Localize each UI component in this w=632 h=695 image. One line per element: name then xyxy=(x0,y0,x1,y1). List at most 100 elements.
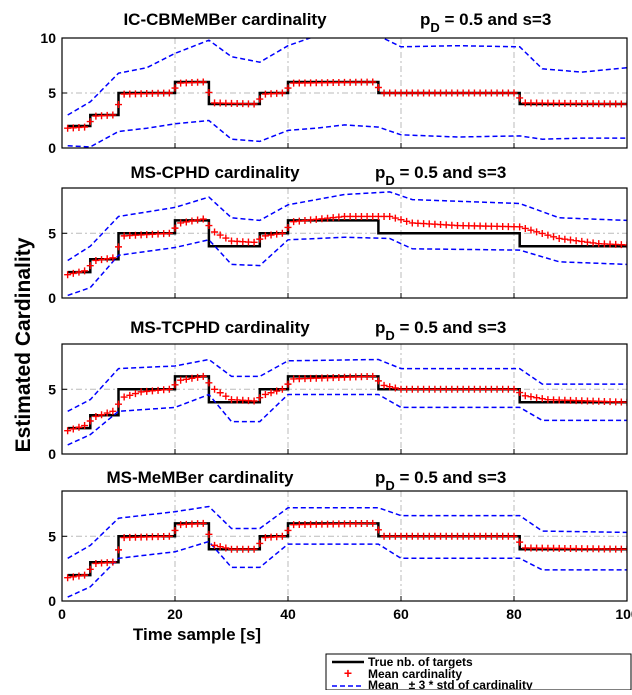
mean-marker xyxy=(81,571,89,579)
panel-2: 0 5 MS-CPHD cardinality pD = 0.5 and s=3 xyxy=(48,163,628,306)
series-lower-band xyxy=(67,236,627,297)
mean-marker xyxy=(516,538,524,546)
mean-marker xyxy=(75,572,83,580)
mean-marker xyxy=(386,383,394,391)
mean-marker xyxy=(278,532,286,540)
mean-marker xyxy=(273,230,281,238)
mean-marker xyxy=(267,231,275,239)
mean-marker xyxy=(205,379,213,387)
panel-title: IC-CBMeMBer cardinality xyxy=(123,10,327,29)
panel-3: 0 5 MS-TCPHD cardinality pD = 0.5 and s=3 xyxy=(48,318,628,462)
legend-truth-label: True nb. of targets xyxy=(368,655,473,669)
mean-marker xyxy=(75,268,83,276)
mean-marker xyxy=(222,392,230,400)
mean-marker xyxy=(115,101,122,109)
panel-plot-area xyxy=(64,505,627,598)
x-tick-label: 100 xyxy=(615,606,632,622)
mean-marker xyxy=(199,78,207,86)
mean-marker xyxy=(391,384,399,392)
mean-marker xyxy=(623,545,627,553)
mean-marker xyxy=(103,409,111,417)
mean-marker xyxy=(538,395,546,403)
mean-marker xyxy=(194,373,202,381)
mean-marker xyxy=(165,229,173,237)
mean-marker xyxy=(86,565,94,573)
mean-marker xyxy=(284,380,292,388)
panel-plot-area xyxy=(64,38,627,148)
subtitle-subscript: D xyxy=(385,478,394,493)
series-lower-band xyxy=(67,540,627,598)
subtitle-p: p xyxy=(375,318,385,337)
subtitle-p: p xyxy=(420,10,430,29)
mean-marker xyxy=(98,256,106,264)
subtitle-subscript: D xyxy=(385,328,394,343)
mean-marker xyxy=(516,389,524,397)
subtitle-tail: = 0.5 and s=3 xyxy=(395,318,507,337)
mean-marker xyxy=(256,539,264,547)
panel-4: 0 5 0 20 40 60 80 100 MS-MeMBer cardinality pD = … xyxy=(48,468,632,622)
mean-marker xyxy=(273,387,281,395)
mean-marker xyxy=(533,394,541,402)
y-tick-label: 5 xyxy=(48,225,56,241)
mean-marker xyxy=(199,519,207,527)
mean-marker xyxy=(386,212,394,220)
mean-marker xyxy=(182,375,190,383)
mean-marker xyxy=(261,390,269,398)
mean-marker xyxy=(109,407,117,415)
mean-marker xyxy=(75,423,83,431)
mean-marker xyxy=(521,224,529,232)
x-tick-label: 80 xyxy=(506,606,522,622)
mean-marker xyxy=(69,573,77,581)
legend-mean-swatch: + xyxy=(344,665,352,681)
mean-marker xyxy=(98,411,106,419)
mean-marker xyxy=(216,389,224,397)
subtitle-subscript: D xyxy=(385,173,394,188)
mean-marker xyxy=(205,530,213,538)
mean-marker xyxy=(250,100,258,108)
y-tick-label: 5 xyxy=(48,528,56,544)
mean-marker xyxy=(403,217,411,225)
mean-marker xyxy=(205,222,213,230)
mean-marker xyxy=(131,390,139,398)
mean-marker xyxy=(222,234,230,242)
mean-marker xyxy=(250,397,258,405)
mean-marker xyxy=(278,229,286,237)
mean-marker xyxy=(369,78,377,86)
mean-marker xyxy=(177,219,185,227)
mean-marker xyxy=(81,422,89,430)
mean-marker xyxy=(171,224,179,232)
mean-marker xyxy=(171,381,179,389)
panel-subtitle: pD = 0.5 and s=3 xyxy=(375,468,506,493)
series-lower-band xyxy=(67,393,627,446)
mean-marker xyxy=(261,232,269,240)
panel-1: 0 5 10 IC-CBMeMBer cardinality pD = 0.5 and … xyxy=(40,10,628,156)
mean-marker xyxy=(623,241,627,249)
subtitle-subscript: D xyxy=(430,20,439,35)
series-lower-band xyxy=(67,119,627,148)
mean-marker xyxy=(86,262,94,270)
mean-marker xyxy=(188,217,196,225)
mean-marker xyxy=(188,374,196,382)
mean-marker xyxy=(103,255,111,263)
mean-marker xyxy=(115,546,122,554)
y-tick-label: 0 xyxy=(48,290,56,306)
mean-marker xyxy=(589,239,597,247)
mean-marker xyxy=(510,532,518,540)
legend-mean-label: Mean cardinality xyxy=(368,667,462,681)
mean-marker xyxy=(81,267,89,275)
mean-marker xyxy=(374,526,382,534)
mean-marker xyxy=(126,391,134,399)
mean-marker xyxy=(527,393,535,401)
panel-subtitle: pD = 0.5 and s=3 xyxy=(375,318,506,343)
mean-marker xyxy=(92,412,100,420)
mean-marker xyxy=(165,89,173,97)
mean-marker xyxy=(267,389,275,397)
mean-marker xyxy=(165,385,173,393)
mean-marker xyxy=(109,111,117,119)
mean-marker xyxy=(278,89,286,97)
legend: True nb. of targets + Mean cardinality M… xyxy=(325,653,632,692)
y-tick-label: 10 xyxy=(40,30,56,46)
x-axis-label: Time sample [s] xyxy=(133,625,261,644)
mean-marker xyxy=(572,237,580,245)
